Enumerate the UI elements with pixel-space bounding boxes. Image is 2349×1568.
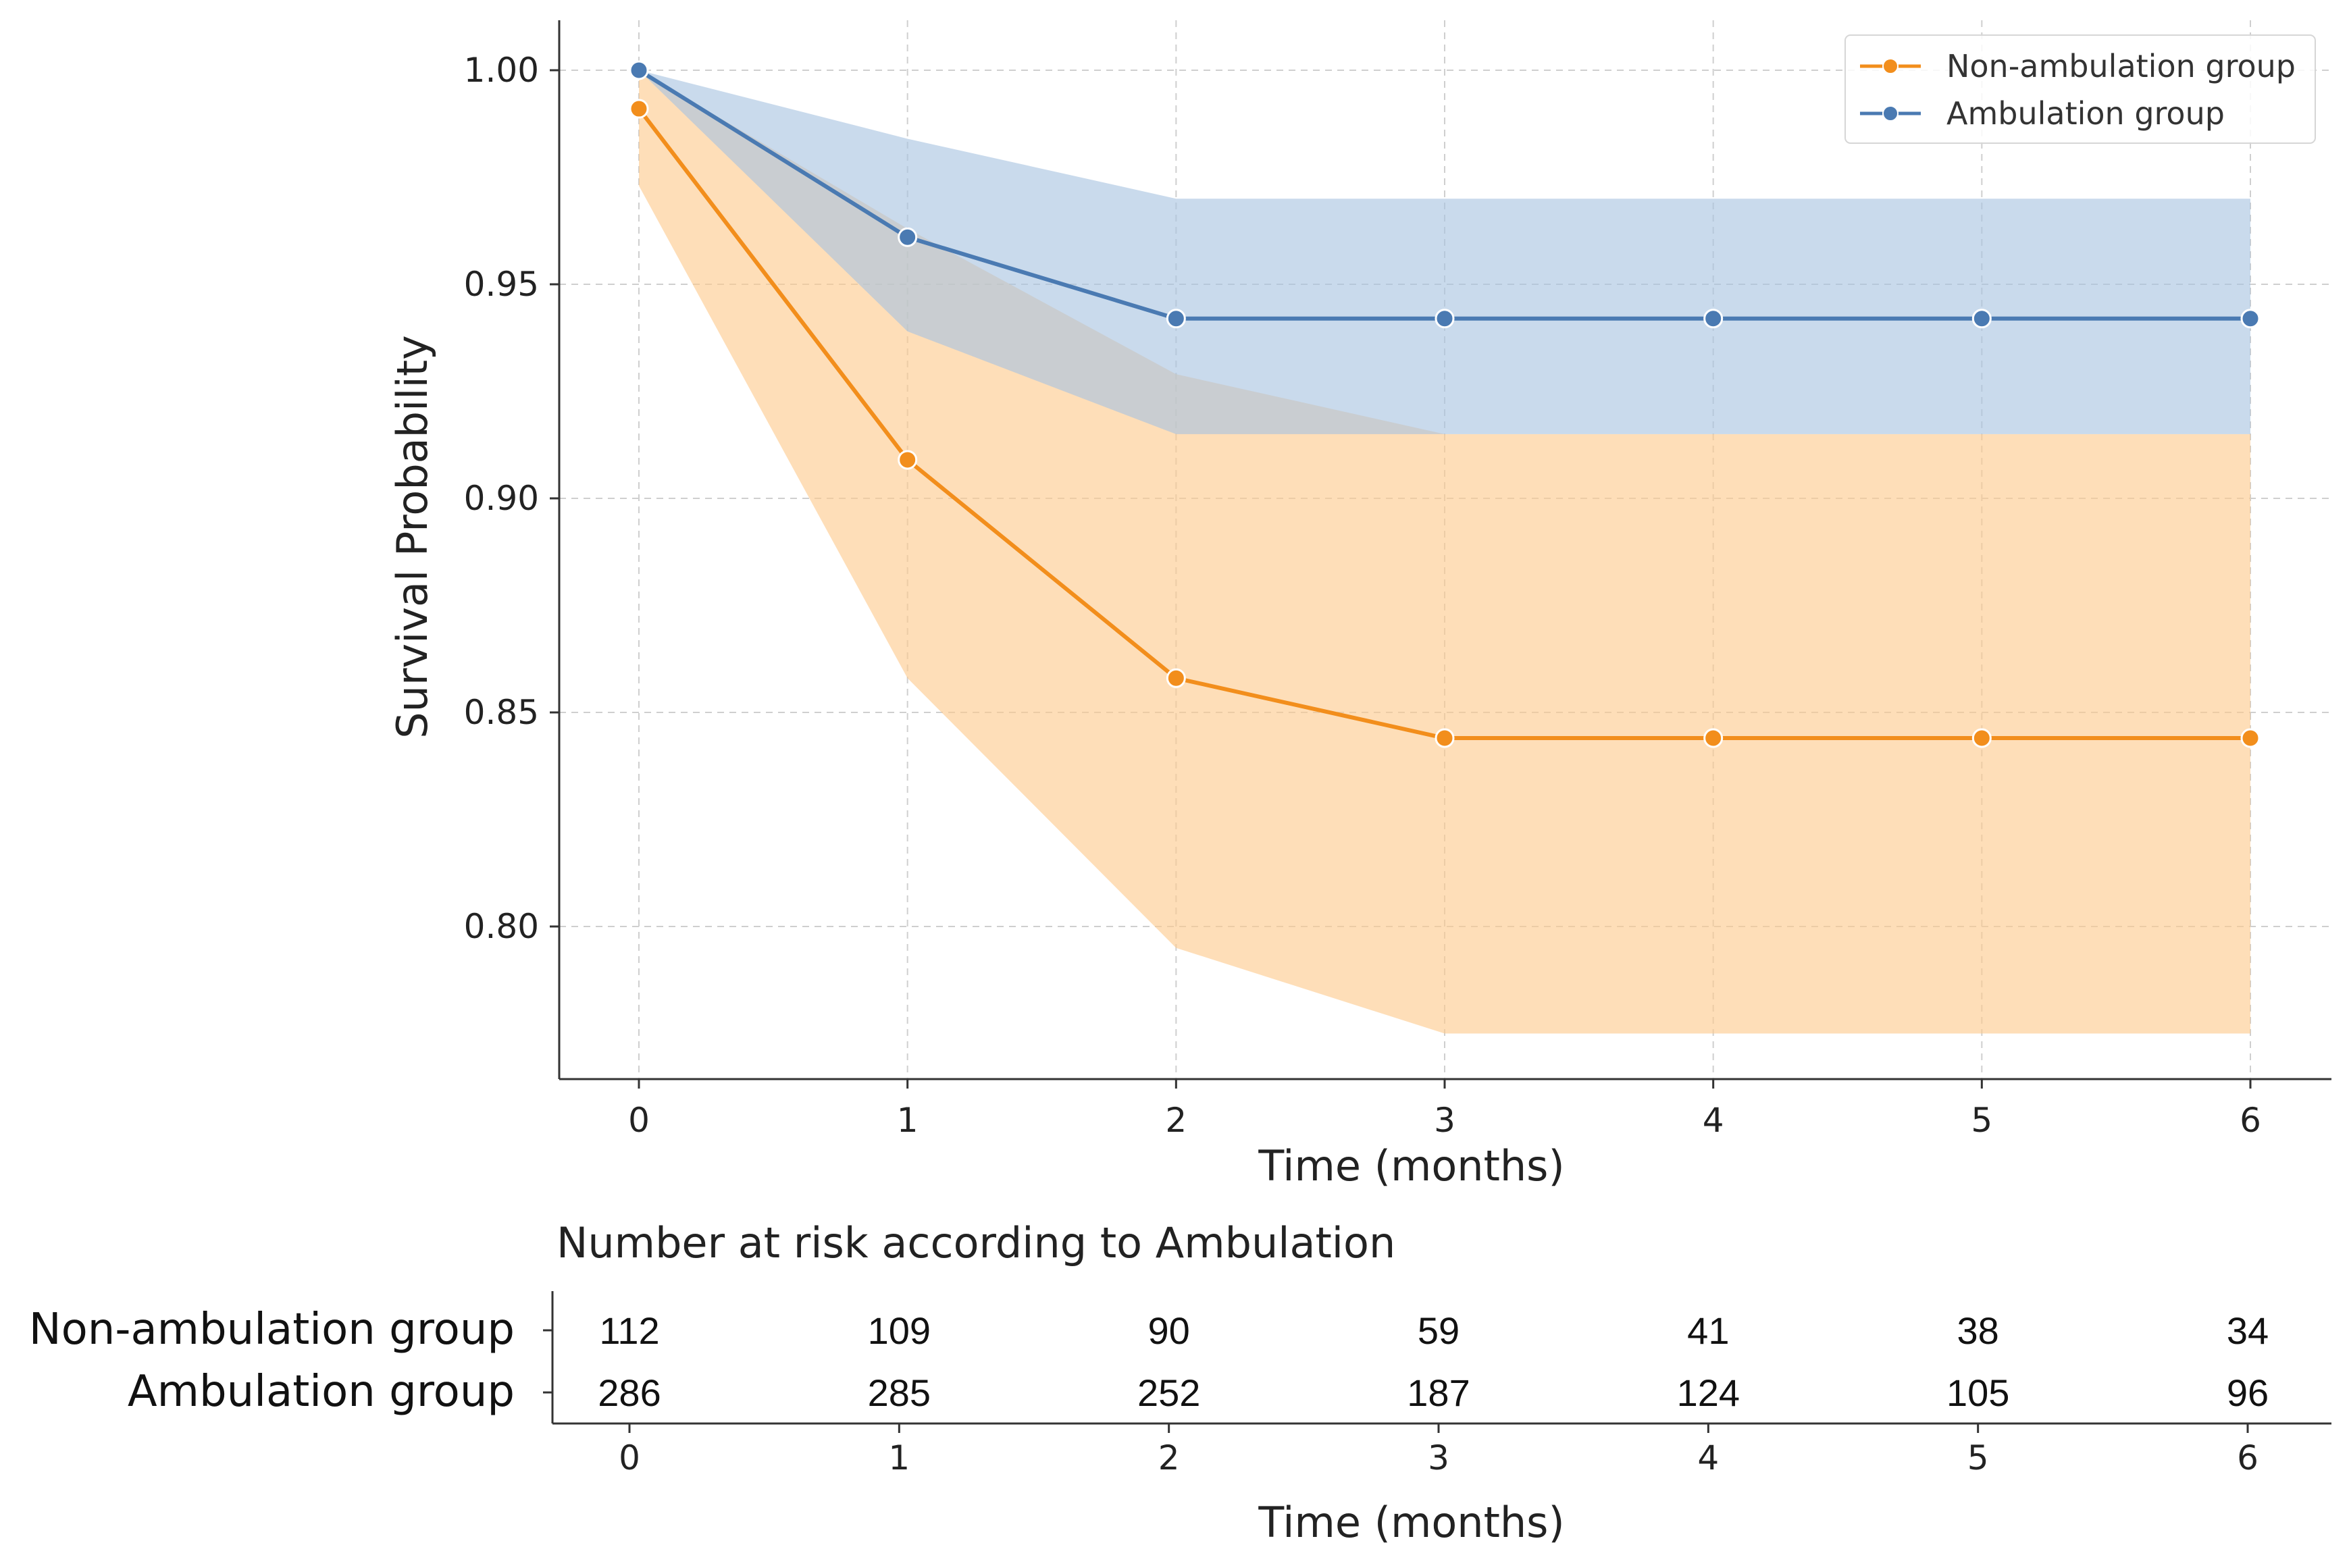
legend-label: Ambulation group	[1946, 95, 2225, 132]
risk-cell: 105	[1946, 1371, 2009, 1414]
y-tick-label: 1.00	[464, 51, 539, 90]
y-tick-label: 0.85	[464, 693, 539, 732]
x-tick-label: 5	[1971, 1101, 1992, 1140]
non-ambulation-point	[1435, 728, 1455, 748]
risk-cell: 286	[598, 1371, 661, 1414]
risk-x-tick-label: 2	[1158, 1438, 1180, 1478]
x-tick-label: 1	[897, 1101, 919, 1140]
non-ambulation-point	[1971, 728, 1992, 748]
x-tick-label: 3	[1434, 1101, 1455, 1140]
non-ambulation-point	[629, 99, 649, 119]
ambulation-point	[629, 60, 649, 80]
y-axis-title: Survival Probability	[388, 335, 437, 738]
legend-marker-0	[1882, 58, 1899, 74]
risk-table-title: Number at risk according to Ambulation	[557, 1218, 1395, 1268]
x-tick-label: 0	[628, 1101, 650, 1140]
ambulation-point	[1703, 309, 1724, 329]
risk-x-tick-label: 1	[888, 1438, 910, 1478]
ambulation-ci-band	[639, 70, 2250, 434]
risk-cell: 252	[1137, 1371, 1200, 1414]
risk-cell: 90	[1148, 1309, 1190, 1352]
risk-cell: 112	[599, 1309, 659, 1352]
ambulation-point	[2240, 309, 2261, 329]
y-tick-label: 0.95	[464, 265, 539, 304]
risk-x-axis-title: Time (months)	[1258, 1498, 1564, 1547]
legend-marker-1	[1882, 105, 1899, 122]
ambulation-point	[898, 227, 918, 247]
y-tick-label: 0.80	[464, 907, 539, 946]
risk-x-tick-label: 0	[619, 1438, 640, 1478]
legend-box	[1844, 34, 2316, 144]
risk-cell: 285	[868, 1371, 931, 1414]
x-axis-title: Time (months)	[1258, 1141, 1564, 1191]
risk-row-label: Ambulation group	[128, 1367, 515, 1417]
non-ambulation-point	[1703, 728, 1724, 748]
legend-label: Non-ambulation group	[1946, 48, 2296, 84]
x-tick-label: 6	[2240, 1101, 2261, 1140]
risk-cell: 124	[1677, 1371, 1740, 1414]
ambulation-point	[1971, 309, 1992, 329]
risk-cell: 109	[868, 1309, 931, 1352]
ambulation-point	[1166, 309, 1186, 329]
risk-cell: 41	[1687, 1309, 1729, 1352]
non-ambulation-point	[1166, 668, 1186, 688]
risk-x-tick-label: 5	[1967, 1438, 1989, 1478]
risk-row-label: Non-ambulation group	[29, 1305, 515, 1355]
risk-x-tick-label: 4	[1697, 1438, 1719, 1478]
non-ambulation-point	[2240, 728, 2261, 748]
risk-cell: 38	[1957, 1309, 1999, 1352]
y-tick-label: 0.90	[464, 479, 539, 518]
risk-x-tick-label: 6	[2237, 1438, 2258, 1478]
risk-cell: 59	[1418, 1309, 1460, 1352]
x-tick-label: 4	[1703, 1101, 1724, 1140]
risk-cell: 34	[2227, 1309, 2269, 1352]
risk-cell: 96	[2227, 1371, 2269, 1414]
risk-x-tick-label: 3	[1428, 1438, 1449, 1478]
risk-cell: 187	[1407, 1371, 1470, 1414]
ambulation-point	[1435, 309, 1455, 329]
x-tick-label: 2	[1165, 1101, 1187, 1140]
non-ambulation-point	[898, 450, 918, 470]
